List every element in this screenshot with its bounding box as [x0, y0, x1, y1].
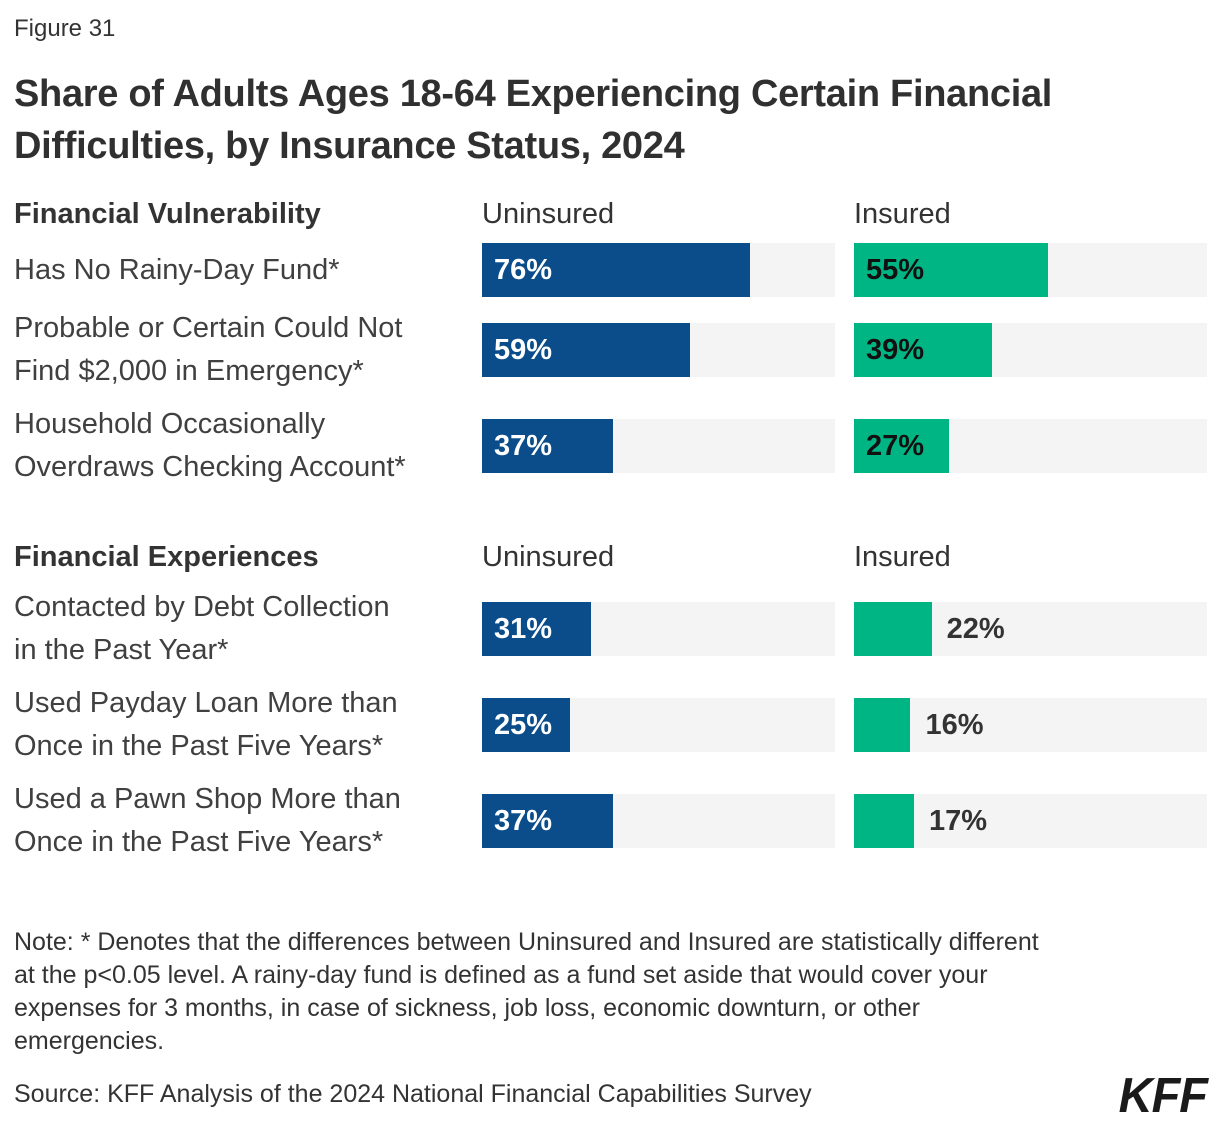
bar-value-insured: 39% [866, 333, 925, 366]
section-header-row: Financial Experiences Uninsured Insured [14, 541, 1207, 574]
row-label: Has No Rainy-Day Fund* [14, 253, 340, 286]
chart-row: Probable or Certain Could Not Find $2,00… [14, 307, 1207, 393]
section-financial-vulnerability: Financial Vulnerability Uninsured Insure… [14, 198, 1207, 489]
column-header-uninsured: Uninsured [482, 198, 615, 230]
bar-fill-insured: 39% [854, 323, 992, 377]
bar-fill-insured [854, 602, 932, 656]
source-citation: Source: KFF Analysis of the 2024 Nationa… [14, 1080, 812, 1108]
column-header-insured: Insured [854, 198, 951, 230]
row-label: Used a Pawn Shop More than Once in the P… [14, 783, 401, 858]
bar-track-insured: 16% [854, 698, 1207, 752]
bar-value-insured: 17% [929, 804, 988, 837]
chart-row: Contacted by Debt Collection in the Past… [14, 586, 1207, 672]
bar-track-uninsured: 37% [482, 419, 835, 473]
footer-row: Source: KFF Analysis of the 2024 Nationa… [14, 1066, 1208, 1123]
chart-row: Used a Pawn Shop More than Once in the P… [14, 778, 1207, 864]
bar-fill-insured [854, 794, 914, 848]
column-header-insured: Insured [854, 541, 951, 573]
bar-track-insured: 22% [854, 602, 1207, 656]
bar-value-uninsured: 76% [494, 253, 553, 286]
bar-track-insured: 17% [854, 794, 1207, 848]
section-financial-experiences: Financial Experiences Uninsured Insured … [14, 541, 1207, 864]
chart-row: Used Payday Loan More than Once in the P… [14, 682, 1207, 768]
chart-row: Household Occasionally Overdraws Checkin… [14, 403, 1207, 489]
footnote: Note: * Denotes that the differences bet… [14, 928, 1039, 1055]
bar-track-uninsured: 59% [482, 323, 835, 377]
row-label: Contacted by Debt Collection in the Past… [14, 591, 390, 666]
bar-value-uninsured: 31% [494, 612, 553, 645]
bar-fill-uninsured: 37% [482, 419, 613, 473]
bar-track-insured: 55% [854, 243, 1207, 297]
row-label: Used Payday Loan More than Once in the P… [14, 687, 398, 762]
bar-value-uninsured: 37% [494, 429, 553, 462]
kff-logo: KFF [1118, 1066, 1208, 1123]
bar-track-insured: 39% [854, 323, 1207, 377]
bar-track-uninsured: 76% [482, 243, 835, 297]
bar-fill-insured [854, 698, 911, 752]
bar-value-insured: 22% [946, 612, 1005, 645]
figure-number: Figure 31 [14, 15, 116, 42]
row-label: Probable or Certain Could Not Find $2,00… [14, 312, 403, 387]
section-heading: Financial Vulnerability [14, 198, 321, 230]
bar-value-uninsured: 37% [494, 804, 553, 837]
column-header-uninsured: Uninsured [482, 541, 615, 573]
row-label: Household Occasionally Overdraws Checkin… [14, 408, 406, 483]
bar-fill-uninsured: 37% [482, 794, 613, 848]
bar-fill-uninsured: 59% [482, 323, 691, 377]
bar-fill-insured: 27% [854, 419, 950, 473]
section-heading: Financial Experiences [14, 541, 319, 573]
bar-value-insured: 55% [866, 253, 925, 286]
bar-fill-uninsured: 25% [482, 698, 571, 752]
bar-value-insured: 27% [866, 429, 925, 462]
bar-track-uninsured: 25% [482, 698, 835, 752]
bar-value-insured: 16% [925, 708, 984, 741]
bar-value-uninsured: 25% [494, 708, 553, 741]
chart-row: Has No Rainy-Day Fund* 76% 55% [14, 243, 1207, 297]
bar-fill-uninsured: 31% [482, 602, 592, 656]
bar-fill-insured: 55% [854, 243, 1049, 297]
bar-value-uninsured: 59% [494, 333, 553, 366]
section-header-row: Financial Vulnerability Uninsured Insure… [14, 198, 1207, 231]
bar-fill-uninsured: 76% [482, 243, 751, 297]
bar-track-uninsured: 31% [482, 602, 835, 656]
bar-track-insured: 27% [854, 419, 1207, 473]
bar-track-uninsured: 37% [482, 794, 835, 848]
page-title: Share of Adults Ages 18-64 Experiencing … [14, 73, 1053, 167]
